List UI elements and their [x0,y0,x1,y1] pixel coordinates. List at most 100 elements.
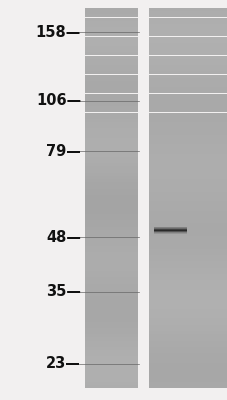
Bar [149,220,227,223]
Bar [85,11,137,14]
Bar [149,71,227,74]
Bar [85,299,137,302]
Bar [149,94,227,97]
Bar [85,315,137,318]
Bar [85,277,137,280]
Bar [149,198,227,201]
Bar [149,36,227,40]
Bar [85,71,137,74]
Bar [85,46,137,49]
Bar [85,87,137,90]
Bar [149,87,227,90]
Bar [149,204,227,208]
Bar [85,204,137,208]
Bar [149,337,227,340]
Bar [153,230,186,231]
Bar [149,141,227,144]
Bar [149,192,227,195]
Bar [85,160,137,163]
Bar [85,328,137,331]
Bar [149,173,227,176]
Bar [85,56,137,59]
Bar [149,144,227,147]
Bar [149,252,227,255]
Bar [149,363,227,366]
Bar [85,369,137,372]
Bar [149,309,227,312]
Bar [85,18,137,21]
Bar [149,302,227,306]
Bar [149,306,227,309]
Bar [85,154,137,157]
Bar [85,347,137,350]
Bar [149,293,227,296]
Bar [149,340,227,344]
Bar [85,49,137,52]
Text: 79—: 79— [46,144,81,159]
Bar [149,128,227,132]
Bar [149,90,227,94]
Bar [85,366,137,369]
Bar [149,179,227,182]
Bar [149,353,227,356]
Bar [149,27,227,30]
Bar [149,100,227,103]
Bar [85,198,137,201]
Bar [85,170,137,173]
Bar [85,163,137,166]
Bar [85,378,137,382]
Bar [85,226,137,230]
Bar [149,331,227,334]
Bar [85,242,137,246]
Bar [149,296,227,299]
Bar [85,27,137,30]
Bar [153,233,186,234]
Bar [149,160,227,163]
Bar [149,239,227,242]
Bar [149,119,227,122]
Bar [149,334,227,337]
Bar [85,185,137,188]
Bar [85,125,137,128]
Bar [85,337,137,340]
Bar [149,52,227,56]
Bar [85,331,137,334]
Bar [149,150,227,154]
Bar [85,43,137,46]
Bar [149,214,227,217]
Bar [149,157,227,160]
Bar [85,268,137,271]
Bar [85,122,137,125]
Bar [85,173,137,176]
Bar [149,372,227,375]
Bar [149,59,227,62]
Bar [153,231,186,232]
Bar [85,84,137,87]
Bar [85,128,137,132]
Bar [149,106,227,109]
Bar [149,226,227,230]
Bar [149,49,227,52]
Bar [149,315,227,318]
Bar [149,170,227,173]
Bar [85,106,137,109]
Bar [149,322,227,325]
Bar [85,97,137,100]
Bar [149,43,227,46]
Bar [149,280,227,284]
Bar [85,141,137,144]
Bar [85,322,137,325]
Bar [149,154,227,157]
Bar [85,274,137,277]
Bar [149,233,227,236]
Bar [149,176,227,179]
Bar [85,249,137,252]
Bar [149,255,227,258]
Bar [85,109,137,112]
Bar [149,271,227,274]
Bar [149,147,227,150]
Bar [149,195,227,198]
Bar [149,344,227,347]
Bar [85,363,137,366]
Bar [85,220,137,223]
